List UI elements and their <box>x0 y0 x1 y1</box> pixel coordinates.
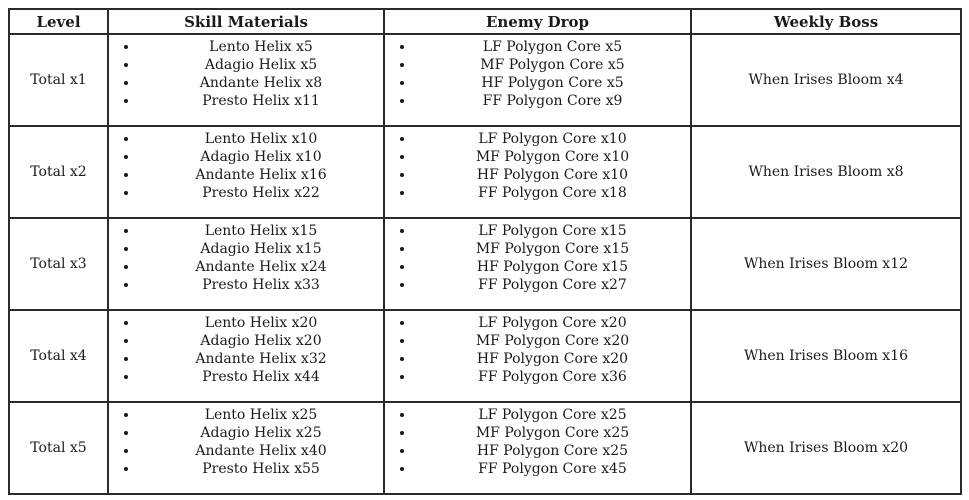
weekly-boss-cell: When Irises Bloom x20 <box>690 401 962 495</box>
list-item: Adagio Helix x15 <box>139 240 383 258</box>
list-item: MF Polygon Core x15 <box>415 240 690 258</box>
skill-materials-cell: Lento Helix x25 Adagio Helix x25 Andante… <box>107 401 385 495</box>
skill-materials-list: Lento Helix x25 Adagio Helix x25 Andante… <box>109 406 383 478</box>
table-row: Total x2 Lento Helix x10 Adagio Helix x1… <box>8 125 962 219</box>
skill-materials-cell: Lento Helix x5 Adagio Helix x5 Andante H… <box>107 33 385 127</box>
list-item: Presto Helix x44 <box>139 368 383 386</box>
enemy-drop-cell: LF Polygon Core x15 MF Polygon Core x15 … <box>383 217 692 311</box>
list-item: FF Polygon Core x36 <box>415 368 690 386</box>
list-item: Lento Helix x10 <box>139 130 383 148</box>
level-cell: Total x5 <box>8 401 109 495</box>
table-header: Level Skill Materials Enemy Drop Weekly … <box>8 8 962 35</box>
list-item: LF Polygon Core x15 <box>415 222 690 240</box>
skill-materials-list: Lento Helix x10 Adagio Helix x10 Andante… <box>109 130 383 202</box>
weekly-boss-cell: When Irises Bloom x8 <box>690 125 962 219</box>
list-item: FF Polygon Core x9 <box>415 92 690 110</box>
list-item: FF Polygon Core x27 <box>415 276 690 294</box>
column-header-enemy-drop: Enemy Drop <box>383 8 692 35</box>
table-row: Total x1 Lento Helix x5 Adagio Helix x5 … <box>8 33 962 127</box>
list-item: HF Polygon Core x5 <box>415 74 690 92</box>
list-item: Adagio Helix x5 <box>139 56 383 74</box>
level-cell: Total x2 <box>8 125 109 219</box>
skill-materials-cell: Lento Helix x20 Adagio Helix x20 Andante… <box>107 309 385 403</box>
list-item: LF Polygon Core x25 <box>415 406 690 424</box>
list-item: HF Polygon Core x20 <box>415 350 690 368</box>
list-item: LF Polygon Core x5 <box>415 38 690 56</box>
column-header-weekly-boss: Weekly Boss <box>690 8 962 35</box>
enemy-drop-cell: LF Polygon Core x5 MF Polygon Core x5 HF… <box>383 33 692 127</box>
list-item: HF Polygon Core x10 <box>415 166 690 184</box>
enemy-drop-list: LF Polygon Core x25 MF Polygon Core x25 … <box>385 406 690 478</box>
list-item: LF Polygon Core x10 <box>415 130 690 148</box>
level-cell: Total x4 <box>8 309 109 403</box>
list-item: MF Polygon Core x5 <box>415 56 690 74</box>
list-item: Presto Helix x55 <box>139 460 383 478</box>
level-cell: Total x3 <box>8 217 109 311</box>
list-item: MF Polygon Core x10 <box>415 148 690 166</box>
list-item: Andante Helix x24 <box>139 258 383 276</box>
list-item: MF Polygon Core x25 <box>415 424 690 442</box>
header-row: Level Skill Materials Enemy Drop Weekly … <box>8 8 962 35</box>
list-item: Andante Helix x8 <box>139 74 383 92</box>
list-item: Lento Helix x20 <box>139 314 383 332</box>
table-row: Total x5 Lento Helix x25 Adagio Helix x2… <box>8 401 962 495</box>
list-item: LF Polygon Core x20 <box>415 314 690 332</box>
weekly-boss-cell: When Irises Bloom x4 <box>690 33 962 127</box>
list-item: Lento Helix x25 <box>139 406 383 424</box>
enemy-drop-list: LF Polygon Core x15 MF Polygon Core x15 … <box>385 222 690 294</box>
enemy-drop-list: LF Polygon Core x5 MF Polygon Core x5 HF… <box>385 38 690 110</box>
enemy-drop-cell: LF Polygon Core x10 MF Polygon Core x10 … <box>383 125 692 219</box>
enemy-drop-list: LF Polygon Core x10 MF Polygon Core x10 … <box>385 130 690 202</box>
skill-materials-list: Lento Helix x20 Adagio Helix x20 Andante… <box>109 314 383 386</box>
list-item: HF Polygon Core x25 <box>415 442 690 460</box>
weekly-boss-cell: When Irises Bloom x12 <box>690 217 962 311</box>
list-item: Andante Helix x40 <box>139 442 383 460</box>
list-item: Adagio Helix x25 <box>139 424 383 442</box>
list-item: Andante Helix x32 <box>139 350 383 368</box>
column-header-skill-materials: Skill Materials <box>107 8 385 35</box>
weekly-boss-cell: When Irises Bloom x16 <box>690 309 962 403</box>
skill-materials-list: Lento Helix x5 Adagio Helix x5 Andante H… <box>109 38 383 110</box>
list-item: Lento Helix x5 <box>139 38 383 56</box>
table-body: Total x1 Lento Helix x5 Adagio Helix x5 … <box>8 33 962 495</box>
list-item: Presto Helix x11 <box>139 92 383 110</box>
list-item: FF Polygon Core x18 <box>415 184 690 202</box>
list-item: Presto Helix x33 <box>139 276 383 294</box>
list-item: Andante Helix x16 <box>139 166 383 184</box>
table-row: Total x4 Lento Helix x20 Adagio Helix x2… <box>8 309 962 403</box>
list-item: HF Polygon Core x15 <box>415 258 690 276</box>
enemy-drop-cell: LF Polygon Core x20 MF Polygon Core x20 … <box>383 309 692 403</box>
column-header-level: Level <box>8 8 109 35</box>
list-item: Lento Helix x15 <box>139 222 383 240</box>
materials-table: Level Skill Materials Enemy Drop Weekly … <box>8 8 962 495</box>
level-cell: Total x1 <box>8 33 109 127</box>
skill-materials-cell: Lento Helix x15 Adagio Helix x15 Andante… <box>107 217 385 311</box>
list-item: Adagio Helix x20 <box>139 332 383 350</box>
table-row: Total x3 Lento Helix x15 Adagio Helix x1… <box>8 217 962 311</box>
skill-materials-cell: Lento Helix x10 Adagio Helix x10 Andante… <box>107 125 385 219</box>
skill-materials-list: Lento Helix x15 Adagio Helix x15 Andante… <box>109 222 383 294</box>
enemy-drop-cell: LF Polygon Core x25 MF Polygon Core x25 … <box>383 401 692 495</box>
list-item: Adagio Helix x10 <box>139 148 383 166</box>
list-item: Presto Helix x22 <box>139 184 383 202</box>
list-item: MF Polygon Core x20 <box>415 332 690 350</box>
list-item: FF Polygon Core x45 <box>415 460 690 478</box>
enemy-drop-list: LF Polygon Core x20 MF Polygon Core x20 … <box>385 314 690 386</box>
